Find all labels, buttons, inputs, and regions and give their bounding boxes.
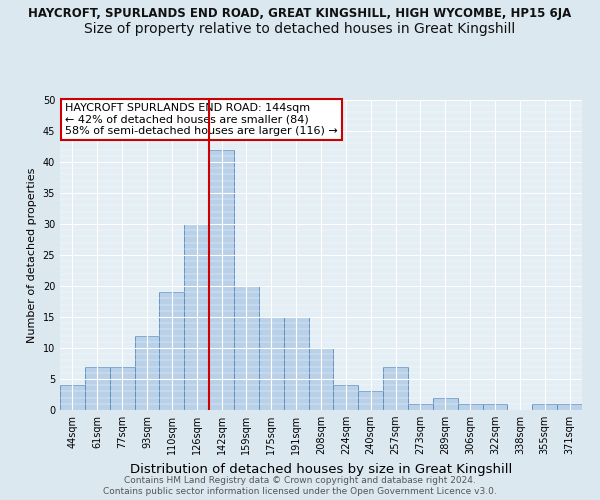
Bar bbox=[532, 404, 557, 410]
Bar bbox=[134, 336, 160, 410]
Y-axis label: Number of detached properties: Number of detached properties bbox=[27, 168, 37, 342]
Bar bbox=[60, 385, 85, 410]
Text: HAYCROFT SPURLANDS END ROAD: 144sqm
← 42% of detached houses are smaller (84)
58: HAYCROFT SPURLANDS END ROAD: 144sqm ← 42… bbox=[65, 103, 338, 136]
Text: Size of property relative to detached houses in Great Kingshill: Size of property relative to detached ho… bbox=[85, 22, 515, 36]
Bar bbox=[358, 392, 383, 410]
Bar bbox=[334, 385, 358, 410]
Bar bbox=[433, 398, 458, 410]
Bar bbox=[160, 292, 184, 410]
Bar bbox=[209, 150, 234, 410]
Bar bbox=[383, 366, 408, 410]
Bar bbox=[110, 366, 134, 410]
Text: Contains HM Land Registry data © Crown copyright and database right 2024.: Contains HM Land Registry data © Crown c… bbox=[124, 476, 476, 485]
Bar bbox=[259, 317, 284, 410]
Bar bbox=[234, 286, 259, 410]
X-axis label: Distribution of detached houses by size in Great Kingshill: Distribution of detached houses by size … bbox=[130, 462, 512, 475]
Bar bbox=[482, 404, 508, 410]
Bar bbox=[557, 404, 582, 410]
Bar bbox=[458, 404, 482, 410]
Text: Contains public sector information licensed under the Open Government Licence v3: Contains public sector information licen… bbox=[103, 488, 497, 496]
Text: HAYCROFT, SPURLANDS END ROAD, GREAT KINGSHILL, HIGH WYCOMBE, HP15 6JA: HAYCROFT, SPURLANDS END ROAD, GREAT KING… bbox=[28, 8, 572, 20]
Bar bbox=[308, 348, 334, 410]
Bar bbox=[184, 224, 209, 410]
Bar bbox=[284, 317, 308, 410]
Bar bbox=[408, 404, 433, 410]
Bar bbox=[85, 366, 110, 410]
